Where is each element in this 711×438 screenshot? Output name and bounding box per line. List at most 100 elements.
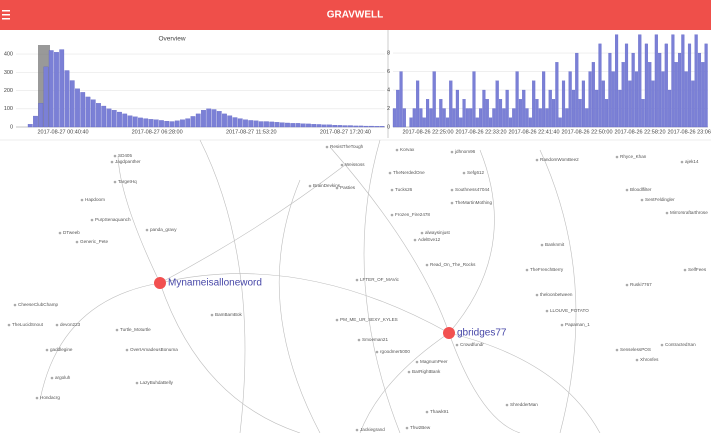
graph-node[interactable] xyxy=(80,198,84,202)
bar xyxy=(545,108,549,128)
graph-node[interactable] xyxy=(420,231,424,235)
graph-node[interactable] xyxy=(13,303,17,307)
graph-node[interactable] xyxy=(535,158,539,162)
bar xyxy=(96,103,101,128)
graph-node[interactable] xyxy=(45,348,49,352)
hub-node[interactable] xyxy=(154,277,166,289)
graph-node[interactable] xyxy=(50,376,54,380)
graph-node[interactable] xyxy=(425,263,429,267)
bar xyxy=(132,116,138,128)
graph-node[interactable] xyxy=(415,360,419,364)
bar xyxy=(295,123,301,128)
x-tick-label: 2017-08-27 00:40:40 xyxy=(37,129,88,135)
graph-node[interactable] xyxy=(355,428,359,432)
graph-node[interactable] xyxy=(540,243,544,247)
graph-node[interactable] xyxy=(505,403,509,407)
graph-node[interactable] xyxy=(535,293,539,297)
graph-node[interactable] xyxy=(390,188,394,192)
graph-node[interactable] xyxy=(355,278,359,282)
graph-node[interactable] xyxy=(665,211,669,215)
node-label: Banknmit xyxy=(545,242,565,247)
graph-node[interactable] xyxy=(560,323,564,327)
graph-node[interactable] xyxy=(357,338,361,342)
graph-node[interactable] xyxy=(455,343,459,347)
graph-node[interactable] xyxy=(113,154,117,158)
graph-node[interactable] xyxy=(413,238,417,242)
bar xyxy=(342,125,348,128)
bar xyxy=(159,120,164,128)
node-label: LLOUVE_POTATO xyxy=(550,308,589,313)
bar xyxy=(164,121,170,128)
graph-node[interactable] xyxy=(615,348,619,352)
x-tick-label: 2017-08-26 22:41:40 xyxy=(508,129,559,135)
menu-icon[interactable] xyxy=(2,10,10,20)
bar xyxy=(432,71,436,128)
bar xyxy=(664,43,668,128)
graph-node[interactable] xyxy=(625,188,629,192)
graph-node[interactable] xyxy=(90,218,94,222)
bar xyxy=(174,120,180,128)
graph-node[interactable] xyxy=(388,171,392,175)
graph-node[interactable] xyxy=(640,198,644,202)
graph-node[interactable] xyxy=(125,348,129,352)
graph-node[interactable] xyxy=(462,171,466,175)
graph-node[interactable] xyxy=(308,184,312,188)
graph-node[interactable] xyxy=(680,160,684,164)
node-label: LFTER_OF_MAVic xyxy=(360,277,400,282)
graph-node[interactable] xyxy=(55,323,59,327)
graph-node[interactable] xyxy=(375,350,379,354)
graph-node[interactable] xyxy=(390,213,394,217)
bar xyxy=(694,34,698,128)
header-bar xyxy=(0,0,711,30)
bar xyxy=(495,80,499,128)
bar xyxy=(654,34,658,128)
bar xyxy=(211,109,217,128)
graph-node[interactable] xyxy=(335,318,339,322)
graph-node[interactable] xyxy=(450,188,454,192)
graph-node[interactable] xyxy=(425,410,429,414)
graph-node[interactable] xyxy=(7,323,11,327)
node-label: BrainDevkins xyxy=(313,183,341,188)
bar xyxy=(542,71,546,128)
graph-node[interactable] xyxy=(625,283,629,287)
bar xyxy=(608,52,612,128)
graph-node[interactable] xyxy=(405,426,409,430)
bar xyxy=(237,118,243,128)
graph-node[interactable] xyxy=(615,155,619,159)
graph-node[interactable] xyxy=(450,201,454,205)
node-label: gaddlegine xyxy=(50,347,73,352)
graph-node[interactable] xyxy=(325,145,329,149)
graph-node[interactable] xyxy=(58,231,62,235)
graph-node[interactable] xyxy=(110,160,114,164)
node-label: BarRightBank xyxy=(412,369,441,374)
hub-node[interactable] xyxy=(443,327,455,339)
graph-node[interactable] xyxy=(35,396,39,400)
bar xyxy=(321,124,327,128)
bar xyxy=(585,108,589,128)
graph-node[interactable] xyxy=(135,381,139,385)
node-label: Pasties xyxy=(340,185,356,190)
graph-node[interactable] xyxy=(395,148,399,152)
graph-node[interactable] xyxy=(335,186,339,190)
graph-node[interactable] xyxy=(145,228,149,232)
graph-node[interactable] xyxy=(340,163,344,167)
graph-node[interactable] xyxy=(683,268,687,272)
bar xyxy=(264,121,269,128)
graph-node[interactable] xyxy=(635,358,639,362)
graph-node[interactable] xyxy=(407,370,411,374)
graph-node[interactable] xyxy=(660,343,664,347)
node-label: argoluh xyxy=(55,375,71,380)
graph-node[interactable] xyxy=(525,268,529,272)
graph-node[interactable] xyxy=(545,309,549,313)
x-tick-label: 2017-08-26 22:58:20 xyxy=(614,129,665,135)
graph-node[interactable] xyxy=(450,150,454,154)
graph-node[interactable] xyxy=(75,240,79,244)
graph-node[interactable] xyxy=(210,313,214,317)
bar xyxy=(498,99,503,128)
graph-node[interactable] xyxy=(115,328,119,332)
bar xyxy=(515,71,519,128)
node-label: SD405 xyxy=(118,153,132,158)
graph-node[interactable] xyxy=(113,180,117,184)
bar xyxy=(697,52,702,128)
